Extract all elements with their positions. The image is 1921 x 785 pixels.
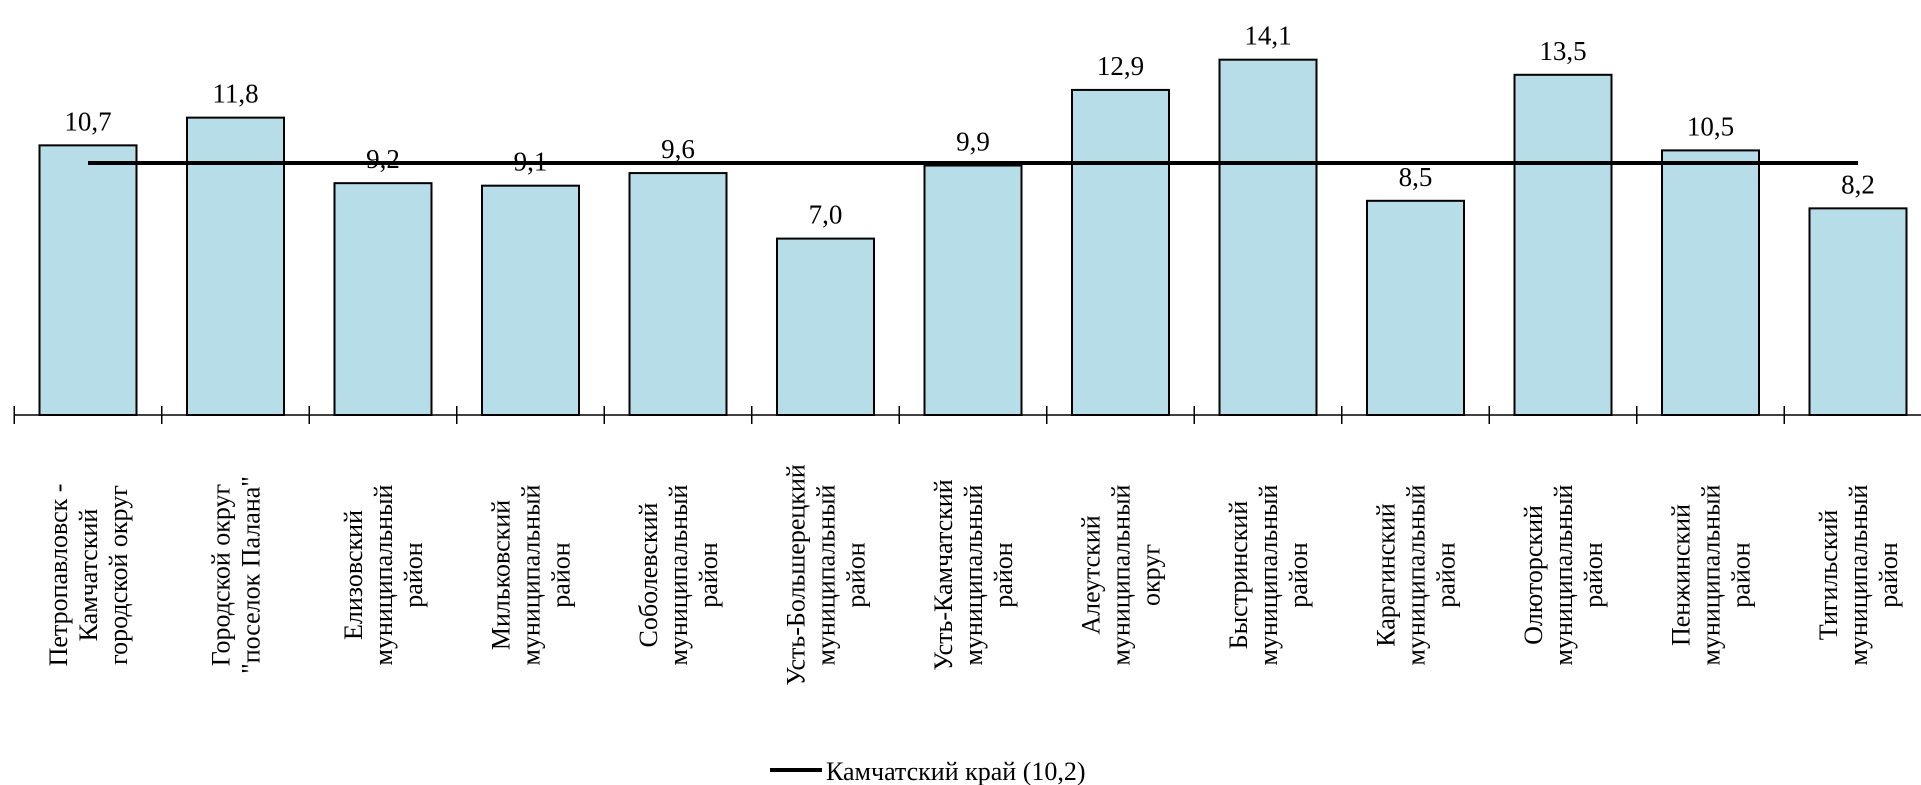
x-tick-label: Усть-Большерецкиймуниципальныйрайон: [782, 464, 871, 686]
x-tick-label: Елизовскиймуниципальныйрайон: [339, 484, 428, 665]
x-tick-label: Пенжинскиймуниципальныйрайон: [1667, 484, 1756, 665]
bar: [628, 172, 728, 416]
data-label: 8,5: [1399, 162, 1433, 192]
bar: [1366, 199, 1465, 416]
data-label: 9,9: [956, 127, 990, 157]
x-tick-label: Олюторскиймуниципальныйрайон: [1519, 484, 1608, 665]
x-tick-label: Петропавловск -Камчатскийгородской округ: [44, 484, 133, 667]
bar: [1661, 149, 1760, 416]
bar: [333, 182, 433, 416]
x-tick-label: Соболевскиймуниципальныйрайон: [634, 484, 723, 665]
data-label: 11,8: [212, 79, 258, 109]
bar: [481, 184, 580, 416]
bar: [38, 144, 138, 417]
data-label: 14,1: [1244, 21, 1291, 51]
x-tick-label: Усть-Камчатскиймуниципальныйрайон: [929, 479, 1018, 670]
x-tick-label: Тигильскиймуниципальныйрайон: [1814, 484, 1903, 665]
data-label: 9,6: [661, 134, 695, 164]
x-tick-label: Быстринскиймуниципальныйрайон: [1224, 484, 1313, 665]
x-tick-label: Карагинскиймуниципальныйрайон: [1372, 484, 1461, 665]
bar: [1218, 58, 1318, 417]
x-tick-label: Городской округ"поселок Палана": [207, 476, 266, 674]
data-label: 9,1: [514, 147, 548, 177]
x-tick-label: Мильковскиймуниципальныйрайон: [487, 484, 576, 665]
data-label: 7,0: [809, 200, 843, 230]
bar: [1071, 88, 1170, 416]
bar: [186, 116, 285, 416]
bars-layer: [38, 58, 1908, 417]
x-tick-label: Алеутскиймуниципальныйокруг: [1077, 484, 1166, 665]
data-label: 10,5: [1687, 111, 1734, 141]
category-labels-layer: Петропавловск -Камчатскийгородской округ…: [44, 464, 1903, 686]
data-label: 8,2: [1841, 169, 1875, 199]
data-label: 9,2: [366, 144, 400, 174]
bar: [1808, 207, 1908, 416]
legend: Камчатский край (10,2): [770, 757, 1086, 785]
bar: [923, 164, 1023, 416]
bar: [1513, 73, 1613, 417]
x-axis: [13, 406, 1921, 424]
data-label: 12,9: [1097, 51, 1144, 81]
bar: [776, 237, 875, 416]
data-label: 10,7: [64, 106, 111, 136]
value-labels-layer: 10,7 11,8 9,2 9,1 9,6 7,0 9,9 12,9 14,1 8,5 13,5 10…: [64, 21, 1875, 230]
legend-label: Камчатский край (10,2): [826, 757, 1086, 785]
data-label: 13,5: [1539, 36, 1586, 66]
